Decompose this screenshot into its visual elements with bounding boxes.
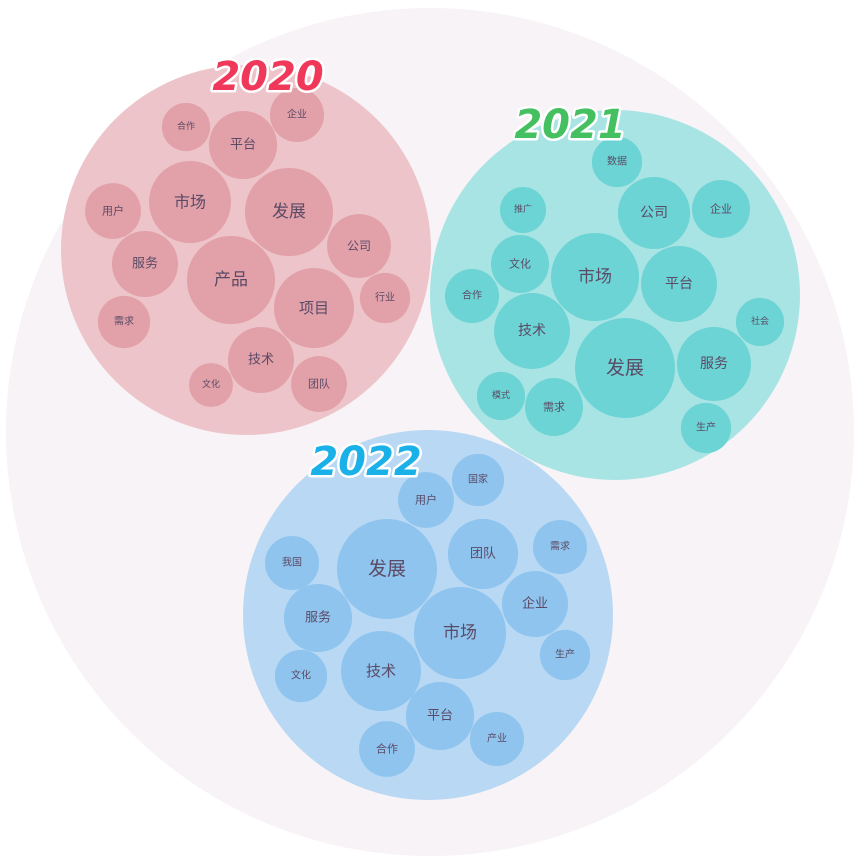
bubble[interactable] bbox=[735, 297, 785, 347]
bubble[interactable] bbox=[244, 167, 334, 257]
bubble[interactable] bbox=[85, 183, 141, 239]
bubble[interactable] bbox=[469, 711, 525, 767]
bubble-label: 推广 bbox=[514, 203, 532, 215]
bubble[interactable] bbox=[161, 102, 211, 152]
bubble[interactable] bbox=[692, 180, 750, 238]
bubble[interactable] bbox=[676, 326, 752, 402]
bubble-label: 国家 bbox=[468, 473, 488, 486]
bubble[interactable] bbox=[641, 246, 717, 322]
bubble[interactable] bbox=[525, 378, 583, 436]
bubble-label: 技术 bbox=[248, 353, 274, 368]
bubble-label: 我国 bbox=[282, 557, 302, 569]
bubble-label: 团队 bbox=[308, 377, 330, 391]
bubble-label: 服务 bbox=[132, 256, 158, 272]
bubble[interactable] bbox=[491, 235, 549, 293]
bubble-label: 平台 bbox=[427, 709, 453, 724]
bubble-label: 公司 bbox=[640, 205, 668, 221]
bubble-label: 生产 bbox=[696, 421, 716, 434]
bubble[interactable] bbox=[341, 631, 421, 711]
bubble-label: 市场 bbox=[443, 623, 477, 643]
bubble[interactable] bbox=[550, 232, 640, 322]
bubble[interactable] bbox=[405, 681, 475, 751]
bubble[interactable] bbox=[359, 272, 411, 324]
bubble[interactable] bbox=[451, 453, 505, 507]
bubble-label: 合作 bbox=[462, 289, 482, 302]
bubble-label: 需求 bbox=[114, 316, 134, 328]
bubble[interactable] bbox=[283, 583, 353, 653]
bubble-label: 需求 bbox=[550, 541, 570, 553]
bubble[interactable] bbox=[111, 230, 179, 298]
bubble-label: 发展 bbox=[606, 357, 644, 379]
bubble-label: 公司 bbox=[347, 239, 371, 253]
bubble[interactable] bbox=[413, 586, 507, 680]
bubble[interactable] bbox=[337, 519, 437, 619]
bubble-label: 合作 bbox=[376, 742, 398, 756]
bubble[interactable] bbox=[291, 356, 347, 412]
bubble-label: 模式 bbox=[492, 389, 510, 401]
bubble-label: 平台 bbox=[230, 138, 256, 153]
bubble-label: 合作 bbox=[177, 120, 195, 132]
bubble[interactable] bbox=[274, 268, 354, 348]
bubble[interactable] bbox=[499, 186, 547, 234]
bubble-label: 行业 bbox=[375, 291, 395, 304]
bubble[interactable] bbox=[189, 363, 233, 407]
bubble-label: 文化 bbox=[202, 378, 220, 390]
bubble[interactable] bbox=[494, 293, 570, 369]
group-title-2020: 2020 bbox=[212, 54, 323, 100]
group-title-2022: 2022 bbox=[310, 439, 421, 485]
bubble-label: 需求 bbox=[543, 401, 565, 414]
bubble[interactable] bbox=[227, 326, 295, 394]
bubble-label: 产品 bbox=[214, 270, 248, 290]
bubble-label: 服务 bbox=[700, 356, 728, 372]
bubble-label: 产业 bbox=[487, 732, 507, 745]
bubble[interactable] bbox=[617, 176, 691, 250]
bubble-label: 项目 bbox=[299, 299, 329, 317]
bubble[interactable] bbox=[532, 519, 588, 575]
bubble-label: 企业 bbox=[287, 108, 307, 121]
bubble-label: 生产 bbox=[555, 648, 575, 661]
bubble-label: 用户 bbox=[102, 204, 124, 218]
bubble[interactable] bbox=[501, 570, 569, 638]
bubble[interactable] bbox=[264, 535, 320, 591]
bubble-label: 平台 bbox=[665, 276, 693, 292]
bubble[interactable] bbox=[444, 268, 500, 324]
bubble[interactable] bbox=[274, 649, 328, 703]
bubble[interactable] bbox=[398, 472, 454, 528]
bubble-label: 市场 bbox=[174, 193, 206, 212]
bubble[interactable] bbox=[186, 235, 276, 325]
bubble-label: 发展 bbox=[272, 202, 306, 222]
bubble-label: 社会 bbox=[751, 315, 769, 327]
bubble-label: 发展 bbox=[368, 558, 406, 580]
bubble-label: 市场 bbox=[578, 267, 612, 287]
bubble-label: 技术 bbox=[518, 323, 546, 339]
bubble[interactable] bbox=[359, 721, 415, 777]
bubble-label: 企业 bbox=[522, 596, 548, 612]
bubble[interactable] bbox=[447, 518, 519, 590]
bubble[interactable] bbox=[476, 371, 526, 421]
bubble[interactable] bbox=[208, 110, 278, 180]
bubble[interactable] bbox=[327, 214, 391, 278]
bubble-label: 技术 bbox=[366, 662, 396, 680]
bubble[interactable] bbox=[269, 87, 325, 143]
bubble[interactable] bbox=[539, 629, 591, 681]
bubble[interactable] bbox=[575, 318, 675, 418]
bubble[interactable] bbox=[97, 295, 151, 349]
bubble-label: 数据 bbox=[607, 155, 627, 168]
bubble-label: 文化 bbox=[509, 257, 531, 271]
bubble[interactable] bbox=[680, 402, 732, 454]
bubble-label: 企业 bbox=[710, 202, 732, 216]
bubble-label: 文化 bbox=[291, 669, 311, 682]
bubble-label: 服务 bbox=[305, 610, 331, 626]
group-title-2021: 2021 bbox=[514, 102, 625, 148]
bubble-label: 用户 bbox=[415, 493, 437, 507]
bubble[interactable] bbox=[591, 136, 643, 188]
bubble-label: 团队 bbox=[470, 547, 496, 562]
bubble[interactable] bbox=[149, 161, 231, 243]
